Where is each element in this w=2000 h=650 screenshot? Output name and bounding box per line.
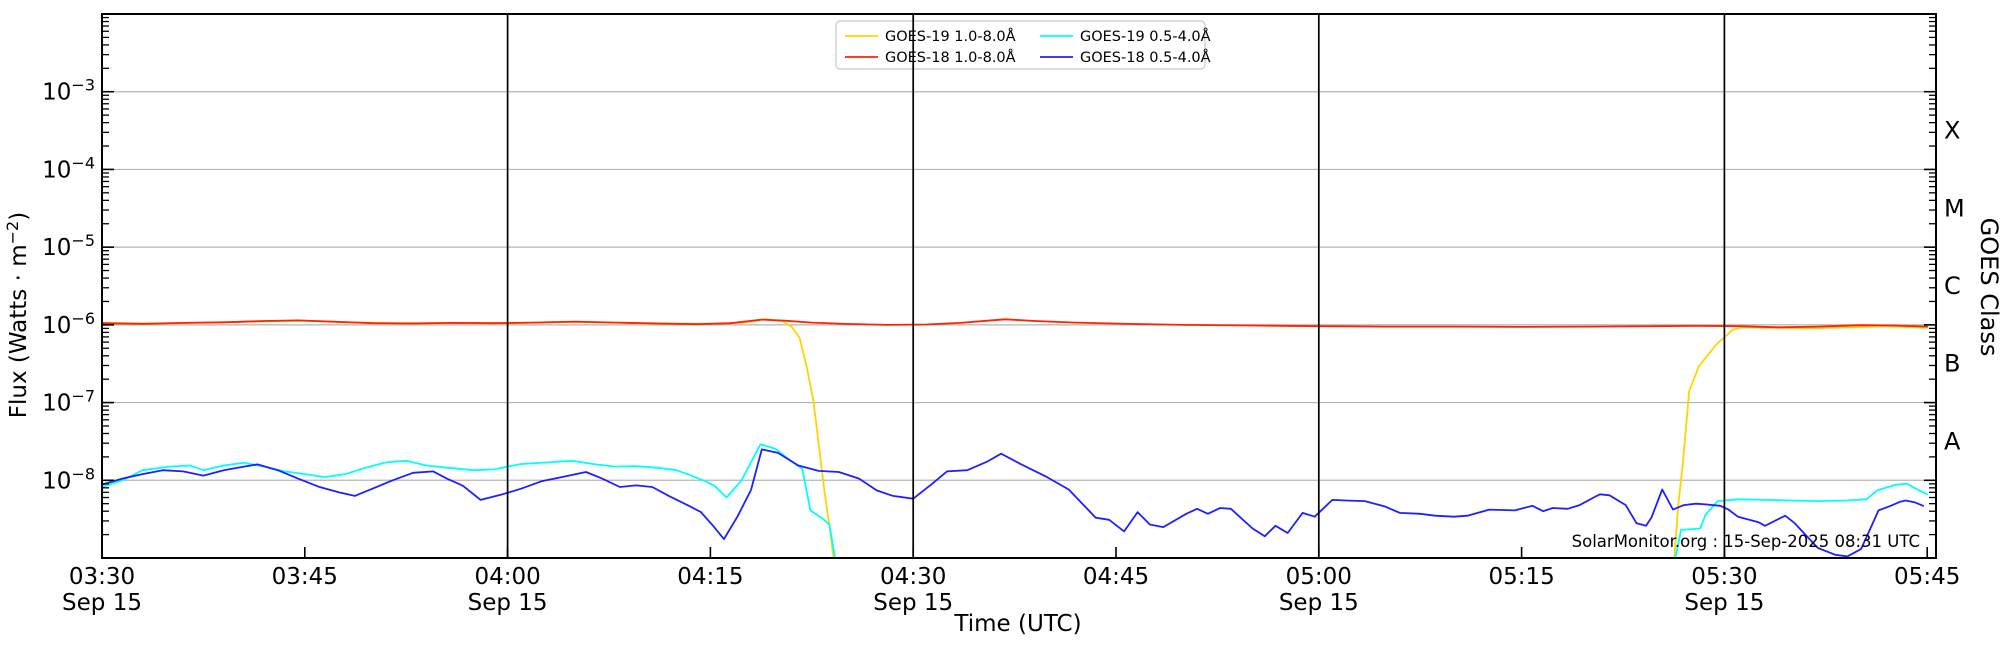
x-tick-label-03:30: 03:30 [69,564,135,590]
y-tick-label-1e-4: 10−4 [42,153,95,183]
y-axis-title-close: ) [6,212,32,221]
legend-label-goes19-long: GOES-19 1.0-8.0Å [885,28,1016,45]
goes-class-label-A: A [1944,427,1961,455]
series-layer [102,318,1929,558]
y-tick-label-1e-8: 10−8 [42,464,95,494]
y-tick-label-1e-6: 10−6 [42,309,95,339]
y-tick-label-1e-7: 10−7 [42,387,95,417]
y-axis-title-sup: −2 [3,221,22,245]
y-axis-title: Flux (Watts · m−2) [3,212,32,418]
series-line-goes-19-1-0-8-0--seg1 [1673,325,1929,558]
y-axis-title-main: Flux (Watts · m [6,244,32,418]
x-tick-label-05:45: 05:45 [1894,564,1960,590]
x-tick-label-05:30: 05:30 [1691,564,1757,590]
x-tick-sublabel-03:30: Sep 15 [62,590,142,616]
legend-label-goes18-short: GOES-18 0.5-4.0Å [1080,49,1211,66]
x-tick-label-05:00: 05:00 [1286,564,1352,590]
series-line-goes-19-0-5-4-0--seg1 [1674,482,1929,558]
legend-box [835,20,1206,70]
right-axis-title: GOES Class [1975,218,2000,357]
legend-label-goes18-long: GOES-18 1.0-8.0Å [885,49,1016,66]
legend-label-goes19-short: GOES-19 0.5-4.0Å [1080,28,1211,45]
goes-class-label-B: B [1944,350,1960,378]
x-tick-sublabel-04:30: Sep 15 [873,590,953,616]
series-line-goes-19-1-0-8-0--seg0 [102,318,835,558]
watermark: SolarMonitor.org : 15-Sep-2025 08:31 UTC [1572,532,1920,551]
x-tick-sublabel-05:00: Sep 15 [1279,590,1359,616]
x-tick-label-03:45: 03:45 [272,564,338,590]
series-line-goes-18-1-0-8-0--seg0 [102,318,1929,329]
goes-class-label-X: X [1944,117,1960,145]
y-tick-label-1e-3: 10−3 [42,76,95,106]
x-tick-sublabel-05:30: Sep 15 [1684,590,1764,616]
x-tick-label-04:45: 04:45 [1083,564,1149,590]
series-line-goes-18-0-5-4-0--seg0 [102,448,1924,558]
x-tick-label-05:15: 05:15 [1488,564,1554,590]
series-line-goes-19-0-5-4-0--seg0 [102,443,836,558]
x-tick-label-04:15: 04:15 [677,564,743,590]
x-tick-sublabel-04:00: Sep 15 [468,590,548,616]
x-axis-title: Time (UTC) [953,611,1081,637]
plot-frame [101,13,1937,559]
goes-class-label-C: C [1944,272,1961,300]
x-tick-label-04:00: 04:00 [474,564,540,590]
y-tick-label-1e-5: 10−5 [42,231,95,261]
x-tick-label-04:30: 04:30 [880,564,946,590]
goes-class-label-M: M [1944,194,1965,222]
